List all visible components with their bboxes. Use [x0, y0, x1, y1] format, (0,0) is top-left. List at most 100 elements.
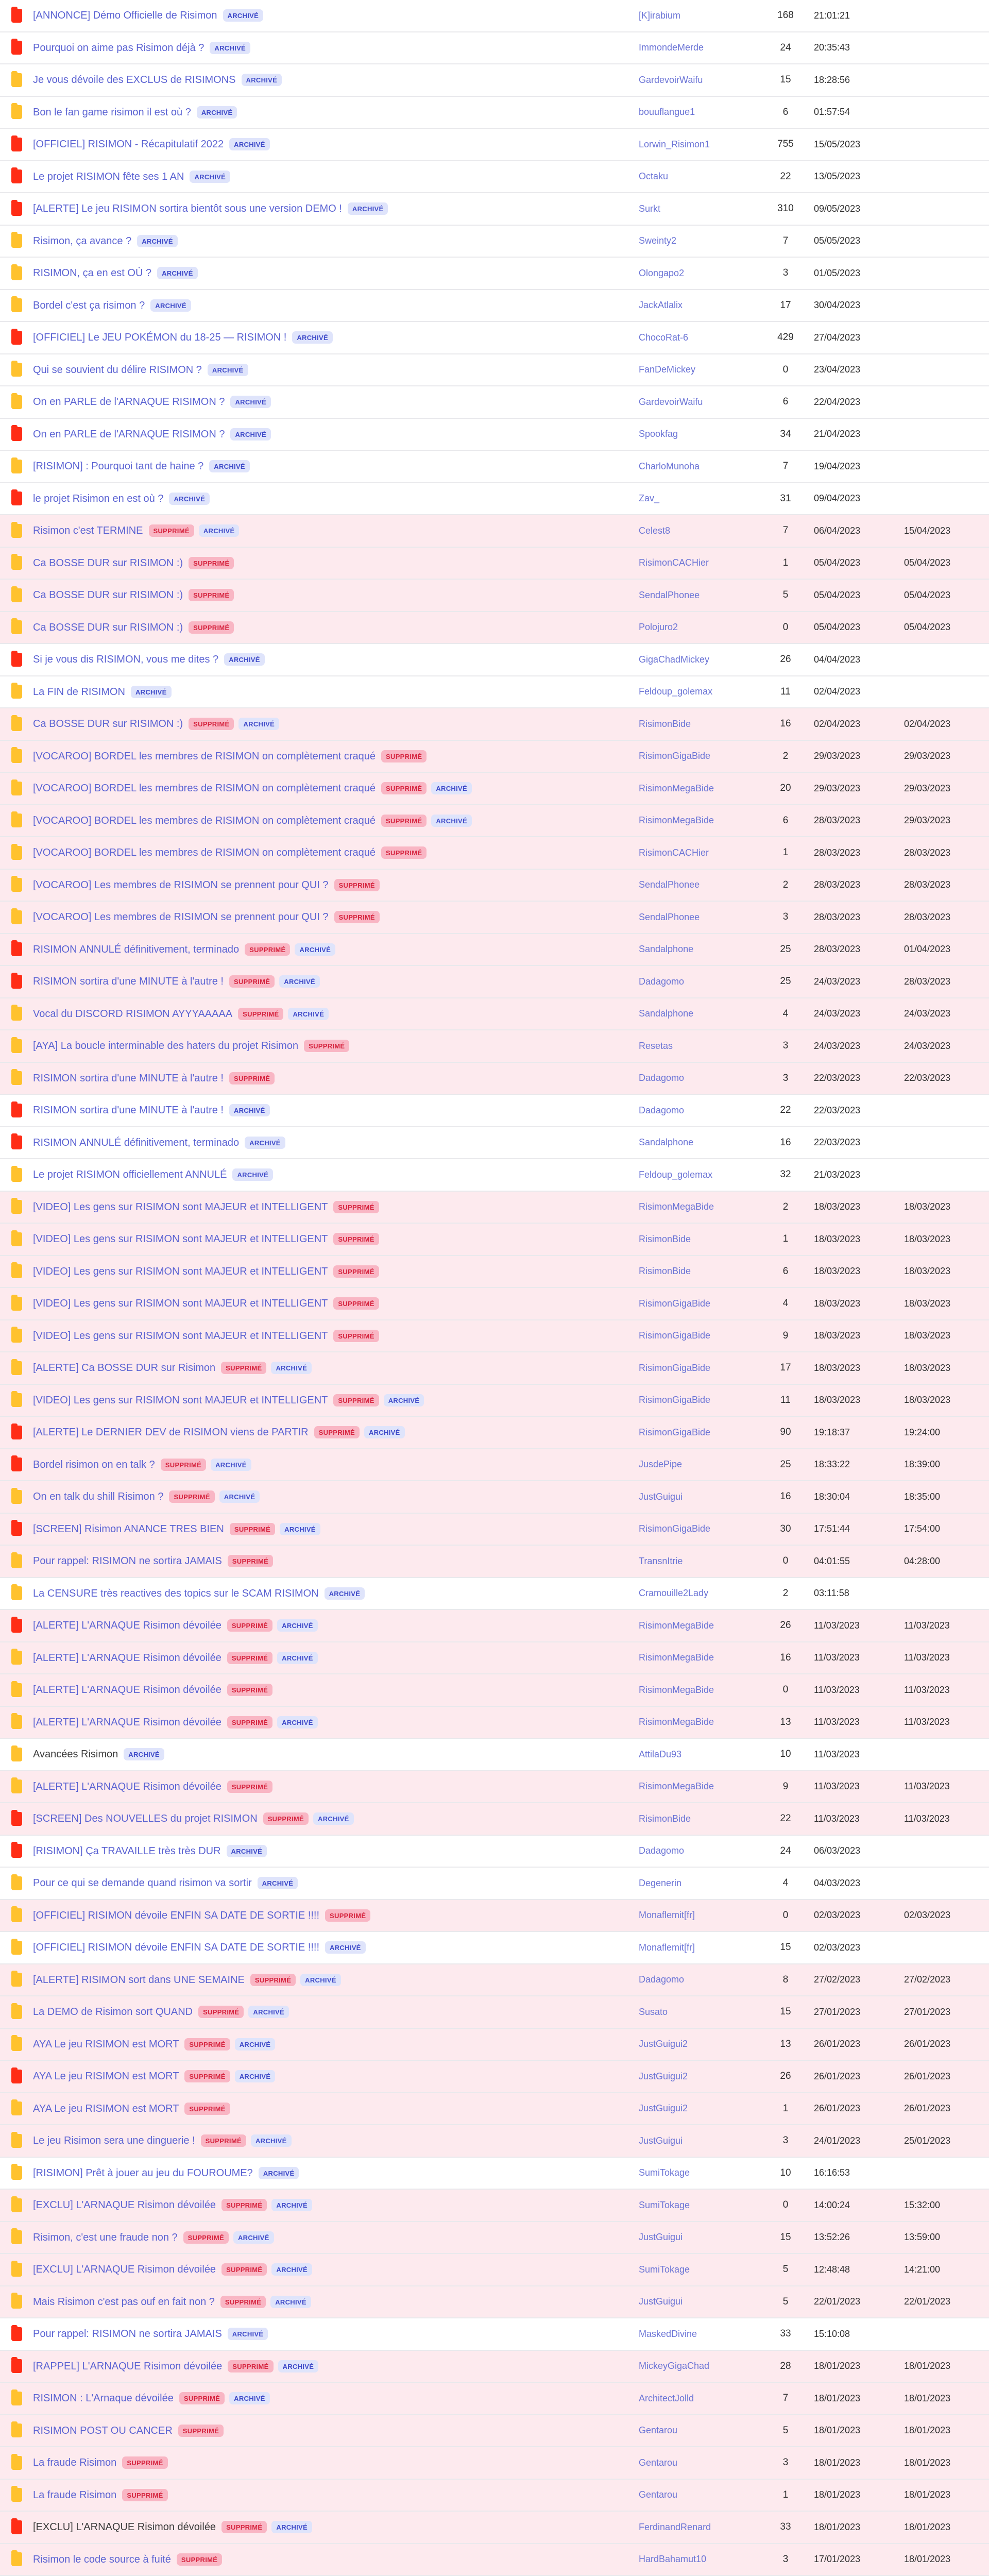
- topic-title-link[interactable]: [OFFICIEL] RISIMON dévoile ENFIN SA DATE…: [33, 1909, 320, 1921]
- topic-row[interactable]: Risimon le code source à fuité SUPPRIMÉ Ha…: [0, 2544, 989, 2576]
- topic-row[interactable]: [ALERTE] L'ARNAQUE Risimon dévoilée SUPPR…: [0, 1642, 989, 1674]
- topic-title-link[interactable]: Risimon le code source à fuité: [33, 2553, 171, 2565]
- topic-author-link[interactable]: HardBahamut10: [639, 2554, 707, 2565]
- topic-title-link[interactable]: RISIMON sortira d'une MINUTE à l'autre !: [33, 1072, 224, 1084]
- topic-title-link[interactable]: Bordel c'est ça risimon ?: [33, 299, 145, 311]
- topic-author-link[interactable]: SumiTokage: [639, 2264, 690, 2275]
- topic-row[interactable]: [VIDEO] Les gens sur RISIMON sont MAJEUR…: [0, 1384, 989, 1417]
- topic-author-link[interactable]: RisimonGigaBide: [639, 1395, 711, 1405]
- topic-author-link[interactable]: RisimonCACHier: [639, 557, 709, 568]
- topic-row[interactable]: [ALERTE] L'ARNAQUE Risimon dévoilée SUPPR…: [0, 1706, 989, 1739]
- topic-row[interactable]: Risimon, ça avance ? ARCHIVÉ Sweinty2 7 05/0…: [0, 225, 989, 258]
- topic-author-link[interactable]: CharloMunoha: [639, 461, 700, 471]
- topic-author-link[interactable]: Dadagomo: [639, 1845, 685, 1856]
- topic-row[interactable]: [ALERTE] Le jeu RISIMON sortira bientôt …: [0, 193, 989, 226]
- topic-title-link[interactable]: [ALERTE] L'ARNAQUE Risimon dévoilée: [33, 1684, 221, 1696]
- topic-row[interactable]: Pour rappel: RISIMON ne sortira JAMAIS AR…: [0, 2318, 989, 2351]
- topic-title-link[interactable]: [VOCAROO] BORDEL les membres de RISIMON …: [33, 783, 376, 794]
- topic-row[interactable]: AYA Le jeu RISIMON est MORT SUPPRIMÉ ARCHI…: [0, 2061, 989, 2093]
- topic-title-link[interactable]: [VIDEO] Les gens sur RISIMON sont MAJEUR…: [33, 1330, 328, 1342]
- topic-title-link[interactable]: RISIMON ANNULÉ définitivement, terminado: [33, 943, 240, 955]
- topic-author-link[interactable]: GigaChadMickey: [639, 654, 710, 665]
- topic-title-link[interactable]: AYA Le jeu RISIMON est MORT: [33, 2103, 179, 2114]
- topic-title-link[interactable]: [ALERTE] RISIMON sort dans UNE SEMAINE: [33, 1974, 245, 1986]
- topic-title-link[interactable]: [EXCLU] L'ARNAQUE Risimon dévoilée: [33, 2199, 216, 2211]
- topic-author-link[interactable]: Gentarou: [639, 2457, 678, 2468]
- topic-title-link[interactable]: Mais Risimon c'est pas ouf en fait non ?: [33, 2296, 215, 2308]
- topic-row[interactable]: AYA Le jeu RISIMON est MORT SUPPRIMÉ ARCHI…: [0, 2028, 989, 2061]
- topic-row[interactable]: [RAPPEL] L'ARNAQUE Risimon dévoilée SUPPR…: [0, 2350, 989, 2383]
- topic-author-link[interactable]: Feldoup_golemax: [639, 686, 713, 697]
- topic-title-link[interactable]: La CENSURE très reactives des topics sur…: [33, 1587, 319, 1599]
- topic-row[interactable]: [VIDEO] Les gens sur RISIMON sont MAJEUR…: [0, 1256, 989, 1288]
- topic-title-link[interactable]: Ca BOSSE DUR sur RISIMON :): [33, 557, 183, 569]
- topic-author-link[interactable]: Dadagomo: [639, 976, 685, 987]
- topic-row[interactable]: La DEMO de Risimon sort QUAND SUPPRIMÉ ARC…: [0, 1996, 989, 2029]
- topic-author-link[interactable]: JustGuigui2: [639, 2103, 688, 2114]
- topic-row[interactable]: [OFFICIEL] RISIMON - Récapitulatif 2022 A…: [0, 129, 989, 161]
- topic-author-link[interactable]: TransnItrie: [639, 1555, 683, 1566]
- topic-author-link[interactable]: FanDeMickey: [639, 364, 696, 375]
- topic-author-link[interactable]: RisimonMegaBide: [639, 815, 714, 826]
- topic-row[interactable]: RISIMON sortira d'une MINUTE à l'autre !…: [0, 1095, 989, 1127]
- topic-title-link[interactable]: On en PARLE de l'ARNAQUE RISIMON ?: [33, 396, 225, 408]
- topic-author-link[interactable]: ImmondeMerde: [639, 42, 704, 53]
- topic-title-link[interactable]: AYA Le jeu RISIMON est MORT: [33, 2038, 179, 2050]
- topic-row[interactable]: Mais Risimon c'est pas ouf en fait non ?…: [0, 2286, 989, 2318]
- topic-row[interactable]: On en PARLE de l'ARNAQUE RISIMON ? ARCHIV…: [0, 418, 989, 451]
- topic-row[interactable]: [AYA] La boucle interminable des haters …: [0, 1030, 989, 1063]
- topic-row[interactable]: On en PARLE de l'ARNAQUE RISIMON ? ARCHIV…: [0, 386, 989, 419]
- topic-title-link[interactable]: Pour rappel: RISIMON ne sortira JAMAIS: [33, 2328, 222, 2340]
- topic-row[interactable]: Risimon c'est TERMINE SUPPRIMÉ ARCHIVÉ Cele…: [0, 515, 989, 548]
- topic-title-link[interactable]: RISIMON sortira d'une MINUTE à l'autre !: [33, 976, 224, 988]
- topic-title-link[interactable]: Ca BOSSE DUR sur RISIMON :): [33, 589, 183, 601]
- topic-author-link[interactable]: Dadagomo: [639, 1974, 685, 1985]
- topic-author-link[interactable]: Degenerin: [639, 1877, 682, 1888]
- topic-title-link[interactable]: Le projet RISIMON officiellement ANNULÉ: [33, 1169, 227, 1181]
- topic-title-link[interactable]: [VIDEO] Les gens sur RISIMON sont MAJEUR…: [33, 1265, 328, 1277]
- topic-title-link[interactable]: On en PARLE de l'ARNAQUE RISIMON ?: [33, 428, 225, 440]
- topic-title-link[interactable]: La fraude Risimon: [33, 2489, 117, 2501]
- topic-row[interactable]: [VIDEO] Les gens sur RISIMON sont MAJEUR…: [0, 1191, 989, 1224]
- topic-title-link[interactable]: Pour ce qui se demande quand risimon va …: [33, 1877, 252, 1889]
- topic-author-link[interactable]: Olongapo2: [639, 267, 685, 278]
- topic-row[interactable]: Pour ce qui se demande quand risimon va …: [0, 1868, 989, 1900]
- topic-row[interactable]: RISIMON POST OU CANCER SUPPRIMÉ Gentarou 5 1…: [0, 2415, 989, 2447]
- topic-row[interactable]: [OFFICIEL] RISIMON dévoile ENFIN SA DATE…: [0, 1900, 989, 1932]
- topic-author-link[interactable]: Sandalphone: [639, 1137, 694, 1148]
- topic-author-link[interactable]: RisimonMegaBide: [639, 783, 714, 793]
- topic-author-link[interactable]: RisimonBide: [639, 1233, 691, 1244]
- topic-author-link[interactable]: JackAtlalix: [639, 300, 683, 311]
- topic-author-link[interactable]: JustGuigui: [639, 2232, 683, 2243]
- topic-row[interactable]: [RISIMON] Ça TRAVAILLE très très DUR ARCH…: [0, 1835, 989, 1868]
- topic-author-link[interactable]: JustGuigui2: [639, 2039, 688, 2049]
- topic-author-link[interactable]: RisimonCACHier: [639, 847, 709, 858]
- topic-title-link[interactable]: [RISIMON] : Pourquoi tant de haine ?: [33, 461, 204, 472]
- topic-author-link[interactable]: Monaflemit[fr]: [639, 1942, 695, 1953]
- topic-title-link[interactable]: [VOCAROO] BORDEL les membres de RISIMON …: [33, 815, 376, 826]
- topic-title-link[interactable]: [ALERTE] L'ARNAQUE Risimon dévoilée: [33, 1716, 221, 1728]
- topic-title-link[interactable]: RISIMON POST OU CANCER: [33, 2425, 173, 2436]
- topic-row[interactable]: [VOCAROO] Les membres de RISIMON se pren…: [0, 869, 989, 902]
- topic-row[interactable]: [OFFICIEL] Le JEU POKÉMON du 18-25 — RIS…: [0, 322, 989, 354]
- topic-row[interactable]: [ANNONCE] Démo Officielle de Risimon ARCH…: [0, 0, 989, 32]
- topic-row[interactable]: [SCREEN] Des NOUVELLES du projet RISIMON…: [0, 1803, 989, 1836]
- topic-author-link[interactable]: [K]irabium: [639, 10, 681, 21]
- topic-row[interactable]: Si je vous dis RISIMON, vous me dites ? A…: [0, 644, 989, 676]
- topic-author-link[interactable]: SumiTokage: [639, 2167, 690, 2178]
- topic-row[interactable]: le projet Risimon en est où ? ARCHIVÉ Zav_…: [0, 483, 989, 515]
- topic-row[interactable]: Ca BOSSE DUR sur RISIMON :) SUPPRIMÉ ARCHI…: [0, 708, 989, 741]
- topic-row[interactable]: [VIDEO] Les gens sur RISIMON sont MAJEUR…: [0, 1288, 989, 1320]
- topic-row[interactable]: [RISIMON] : Pourquoi tant de haine ? ARCH…: [0, 451, 989, 483]
- topic-row[interactable]: La CENSURE très reactives des topics sur…: [0, 1578, 989, 1610]
- topic-title-link[interactable]: [OFFICIEL] Le JEU POKÉMON du 18-25 — RIS…: [33, 332, 287, 344]
- topic-row[interactable]: [VOCAROO] BORDEL les membres de RISIMON …: [0, 740, 989, 773]
- topic-row[interactable]: Ca BOSSE DUR sur RISIMON :) SUPPRIMÉ Risim…: [0, 547, 989, 580]
- topic-author-link[interactable]: Resetas: [639, 1040, 673, 1051]
- topic-author-link[interactable]: RisimonMegaBide: [639, 1684, 714, 1695]
- topic-title-link[interactable]: La FIN de RISIMON: [33, 686, 125, 698]
- topic-author-link[interactable]: FerdinandRenard: [639, 2521, 711, 2532]
- topic-title-link[interactable]: Pour rappel: RISIMON ne sortira JAMAIS: [33, 1555, 222, 1567]
- topic-author-link[interactable]: Feldoup_golemax: [639, 1169, 713, 1180]
- topic-author-link[interactable]: ChocoRat-6: [639, 332, 689, 343]
